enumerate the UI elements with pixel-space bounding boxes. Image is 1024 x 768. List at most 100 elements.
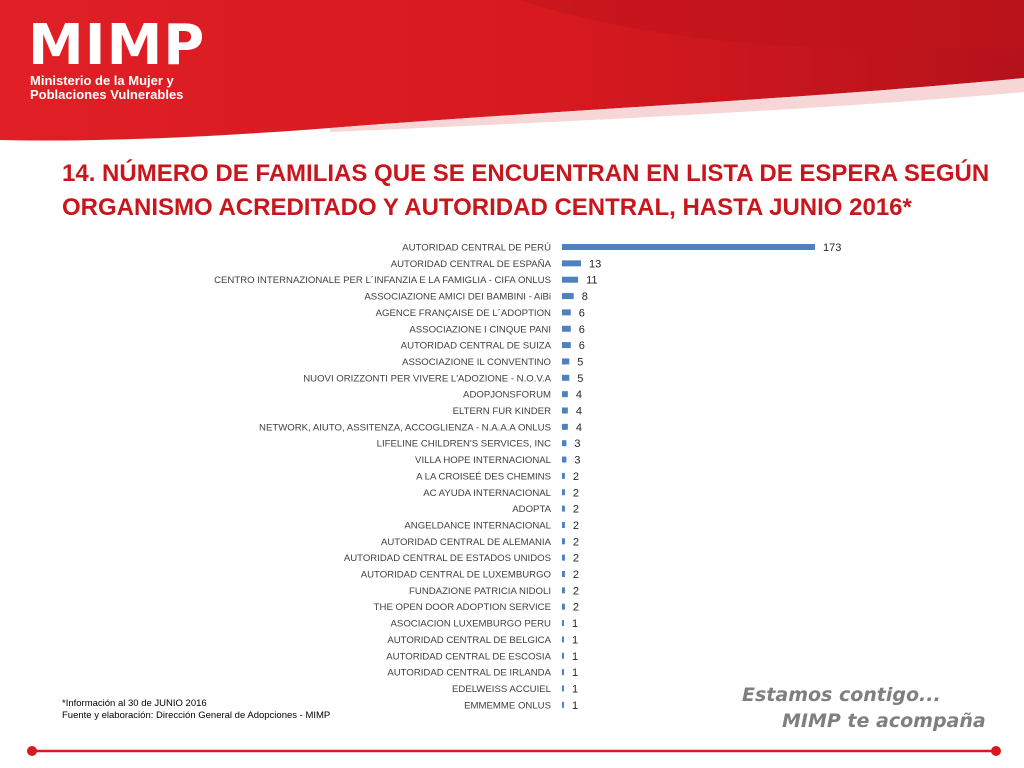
bar	[562, 636, 564, 643]
bar	[562, 342, 571, 349]
bar	[562, 440, 567, 447]
data-label: 2	[573, 602, 579, 614]
category-label: VILLA HOPE INTERNACIONAL	[415, 455, 552, 466]
category-label: CENTRO INTERNAZIONALE PER L´INFANZIA E L…	[214, 275, 551, 286]
bar	[562, 538, 565, 545]
category-label: AUTORIDAD CENTRAL DE ESPAÑA	[391, 259, 552, 270]
data-label: 2	[573, 569, 579, 581]
category-label: AUTORIDAD CENTRAL DE SUIZA	[401, 341, 552, 352]
category-label: ADOPTA	[512, 504, 551, 515]
category-label: ASSOCIAZIONE IL CONVENTINO	[402, 357, 551, 368]
data-label: 1	[572, 618, 578, 630]
page-title: 14. NÚMERO DE FAMILIAS QUE SE ENCUENTRAN…	[62, 157, 1002, 225]
category-label: AGENCE FRANÇAISE DE L´ADOPTION	[376, 308, 551, 319]
bar	[562, 505, 565, 512]
category-label: FUNDAZIONE PATRICIA NIDOLI	[409, 586, 551, 597]
data-label: 2	[573, 553, 579, 565]
slogan-line1: Estamos contigo...	[742, 684, 941, 706]
bar	[562, 472, 565, 479]
category-label: EMMEMME ONLUS	[464, 700, 551, 711]
category-label: AUTORIDAD CENTRAL DE LUXEMBURGO	[361, 570, 551, 581]
page-title-line1: 14. NÚMERO DE FAMILIAS QUE SE ENCUENTRAN…	[62, 160, 990, 187]
bar	[562, 293, 574, 300]
mimp-logo: MIMP	[28, 13, 206, 78]
bar	[562, 309, 571, 316]
bar	[562, 571, 565, 577]
data-label: 2	[573, 487, 579, 499]
bar	[562, 423, 568, 430]
bar	[562, 358, 570, 365]
footer-divider	[27, 746, 1001, 756]
logo-subtitle-line1: Ministerio de la Mujer y	[30, 73, 174, 88]
bar	[562, 391, 568, 398]
data-label: 13	[589, 258, 601, 270]
data-label: 173	[823, 242, 841, 254]
category-label: AUTORIDAD CENTRAL DE IRLANDA	[387, 668, 551, 679]
data-label: 2	[573, 536, 579, 548]
page-title-line2: ORGANISMO ACREDITADO Y AUTORIDAD CENTRAL…	[62, 194, 912, 221]
data-label: 1	[572, 634, 578, 646]
data-label: 1	[572, 651, 578, 663]
category-label: AUTORIDAD CENTRAL DE ALEMANIA	[381, 537, 552, 548]
data-label: 6	[579, 307, 585, 319]
data-label: 2	[573, 520, 579, 532]
data-label: 5	[577, 373, 583, 385]
category-label: AUTORIDAD CENTRAL DE PERÚ	[402, 243, 551, 254]
data-label: 3	[574, 438, 580, 450]
data-label: 1	[572, 683, 578, 695]
waiting-list-bar-chart: AUTORIDAD CENTRAL DE PERÚ AUTORIDAD CENTR…	[214, 242, 841, 712]
data-label: 4	[576, 406, 582, 418]
category-label: NUOVI ORIZZONTI PER VIVERE L'ADOZIONE - …	[303, 373, 551, 384]
bar	[562, 374, 570, 381]
header-banner	[0, 0, 1024, 141]
category-label: AUTORIDAD CENTRAL DE ESTADOS UNIDOS	[344, 553, 551, 564]
data-label: 2	[573, 504, 579, 516]
data-label: 2	[573, 471, 579, 483]
bar	[562, 620, 564, 627]
data-label: 8	[582, 291, 588, 303]
data-label: 6	[579, 340, 585, 352]
bar	[562, 554, 565, 561]
data-label: 11	[586, 275, 597, 287]
data-label: 4	[576, 389, 582, 401]
bar	[562, 701, 564, 708]
bar	[562, 456, 567, 463]
category-label: AUTORIDAD CENTRAL DE BELGICA	[387, 635, 551, 646]
bar	[562, 276, 579, 283]
category-label: ADOPJONSFORUM	[463, 390, 551, 401]
bar	[562, 325, 571, 332]
category-label: ASSOCIAZIONE I CINQUE PANI	[409, 324, 551, 335]
data-label: 2	[573, 585, 579, 597]
bar	[562, 603, 565, 610]
data-label: 1	[572, 667, 578, 679]
bar	[562, 407, 568, 414]
bar	[562, 260, 582, 267]
category-label: LIFELINE CHILDREN'S SERVICES, INC	[377, 439, 551, 450]
bar	[562, 521, 565, 528]
category-labels: AUTORIDAD CENTRAL DE PERÚ AUTORIDAD CENTR…	[214, 243, 552, 712]
data-label: 1	[572, 700, 578, 712]
category-label: A LA CROISEÉ DES CHEMINS	[416, 471, 551, 482]
category-label: ANGELDANCE INTERNACIONAL	[404, 520, 551, 531]
bars	[562, 244, 815, 708]
category-label: NETWORK, AIUTO, ASSITENZA, ACCOGLIENZA -…	[259, 422, 551, 433]
category-label: EDELWEISS ACCUIEL	[452, 684, 552, 695]
bar	[562, 685, 564, 692]
category-label: AUTORIDAD CENTRAL DE ESCOSIA	[386, 651, 551, 662]
logo-subtitle-line2: Poblaciones Vulnerables	[30, 87, 184, 102]
footnote-source: Fuente y elaboración: Dirección General …	[62, 710, 331, 721]
slogan-line2: MIMP te acompaña	[782, 710, 986, 732]
data-label: 6	[579, 324, 585, 336]
category-label: ELTERN FUR KINDER	[453, 406, 552, 417]
footnote-date: *Información al 30 de JUNIO 2016	[62, 698, 207, 709]
data-label: 5	[577, 356, 583, 368]
category-label: ASSOCIAZIONE AMICI DEI BAMBINI - AiBi	[364, 292, 551, 303]
category-label: ASOCIACION LUXEMBURGO PERU	[391, 619, 552, 630]
bar	[562, 652, 564, 659]
bar	[562, 669, 564, 676]
bar	[562, 244, 815, 250]
category-label: AC AYUDA INTERNACIONAL	[423, 488, 551, 499]
bar	[562, 587, 565, 594]
category-label: THE OPEN DOOR ADOPTION SERVICE	[374, 602, 551, 613]
